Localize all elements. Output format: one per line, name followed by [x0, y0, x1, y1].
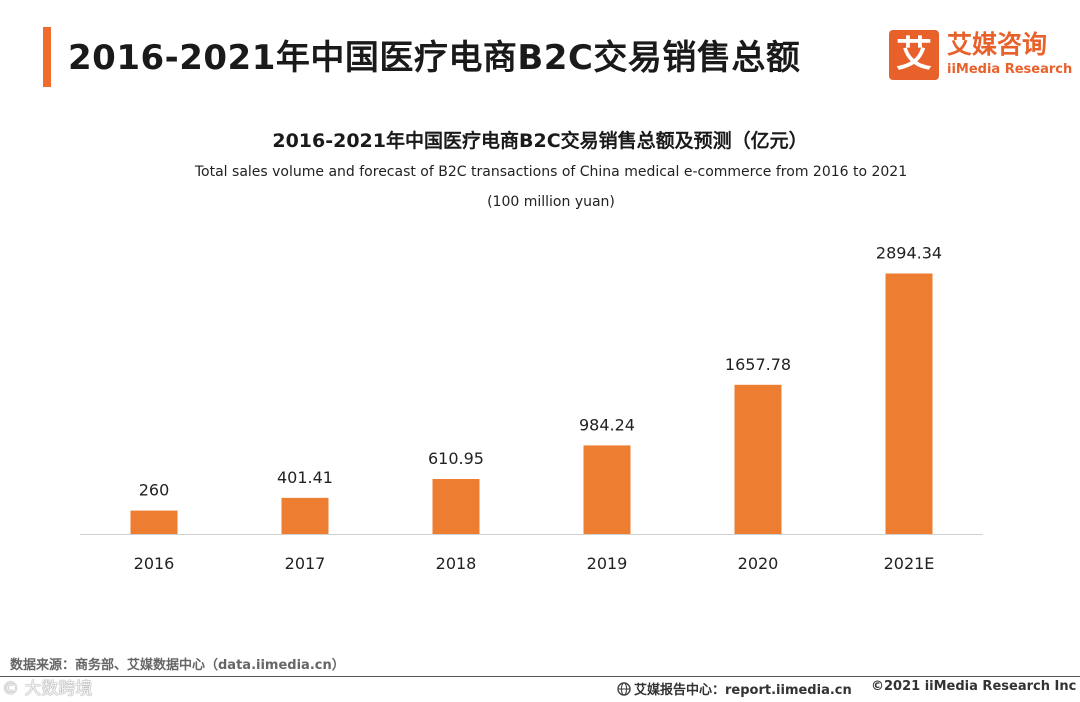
- chart-unit: (100 million yuan): [487, 194, 615, 210]
- x-tick-label-2020: 2020: [738, 554, 779, 573]
- report-center: 艾媒报告中心：report.iimedia.cn: [617, 679, 852, 698]
- report-center-text: 艾媒报告中心：report.iimedia.cn: [634, 683, 852, 698]
- bar-2021E: [885, 273, 933, 534]
- bar-2018: [432, 479, 480, 534]
- data-label-2016: 260: [139, 481, 170, 500]
- title-accent-bar: [43, 27, 51, 87]
- data-label-2017: 401.41: [277, 468, 333, 487]
- bar-2019: [583, 445, 631, 534]
- footer-divider: [0, 676, 1080, 677]
- bar-2016: [130, 510, 178, 534]
- bar-chart: 260 2016 401.41 2017 610.95 2018 984.24 2019 165…: [80, 244, 983, 573]
- x-tick-label-2018: 2018: [436, 554, 477, 573]
- bar-2017: [281, 497, 329, 534]
- watermark: © 大数跨境: [2, 679, 93, 699]
- chart-title: 2016-2021年中国医疗电商B2C交易销售总额及预测（亿元）: [272, 130, 808, 152]
- x-tick-label-2019: 2019: [587, 554, 628, 573]
- data-label-2019: 984.24: [579, 415, 635, 434]
- data-label-2021E: 2894.34: [876, 244, 942, 263]
- logo-name-cn: 艾媒咨询: [947, 30, 1048, 59]
- logo-name-en: iiMedia Research: [947, 62, 1073, 77]
- copyright: ©2021 iiMedia Research Inc: [871, 679, 1077, 694]
- bar-2020: [734, 384, 782, 534]
- iimedia-logo: 艾 艾媒咨询 iiMedia Research: [889, 30, 1072, 82]
- data-source: 数据来源：商务部、艾媒数据中心（data.iimedia.cn）: [10, 658, 345, 673]
- data-label-2020: 1657.78: [725, 355, 791, 374]
- logo-mark: 艾: [889, 30, 939, 80]
- chart-subtitle: Total sales volume and forecast of B2C t…: [194, 164, 908, 180]
- x-tick-label-2016: 2016: [134, 554, 175, 573]
- x-tick-label-2021E: 2021E: [884, 554, 935, 573]
- globe-icon: [617, 682, 631, 696]
- page-title: 2016-2021年中国医疗电商B2C交易销售总额: [68, 38, 801, 78]
- x-tick-label-2017: 2017: [285, 554, 326, 573]
- data-label-2018: 610.95: [428, 449, 484, 468]
